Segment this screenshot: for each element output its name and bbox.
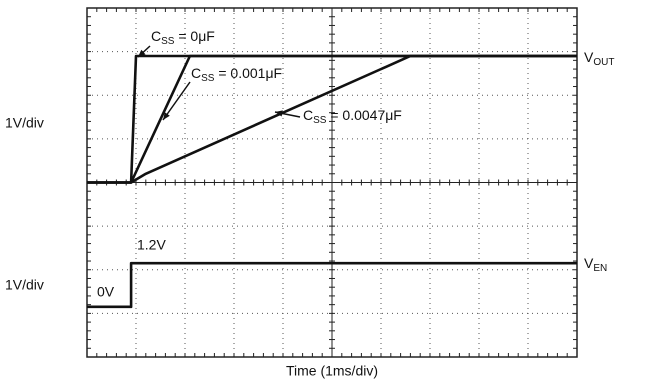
x-axis-label: Time (1ms/div): [286, 363, 378, 379]
trace-label: VEN: [584, 255, 607, 274]
annotation-arrowhead: [275, 110, 283, 117]
level-label: 1.2V: [137, 237, 166, 253]
trace: [87, 261, 577, 309]
panel-label: 1V/div: [5, 115, 44, 131]
series-label: CSS = 0μF: [151, 28, 215, 47]
series-label: CSS = 0.0047μF: [303, 107, 402, 126]
trace-label: VOUT: [584, 49, 614, 68]
trace: [87, 54, 577, 184]
series-label: CSS = 0.001μF: [191, 65, 282, 84]
annotation-arrow: [162, 81, 191, 121]
annotation-arrowhead: [163, 112, 170, 120]
panel-label: 1V/div: [5, 277, 44, 293]
level-label: 0V: [97, 284, 115, 300]
annotation-arrowhead: [138, 49, 146, 57]
